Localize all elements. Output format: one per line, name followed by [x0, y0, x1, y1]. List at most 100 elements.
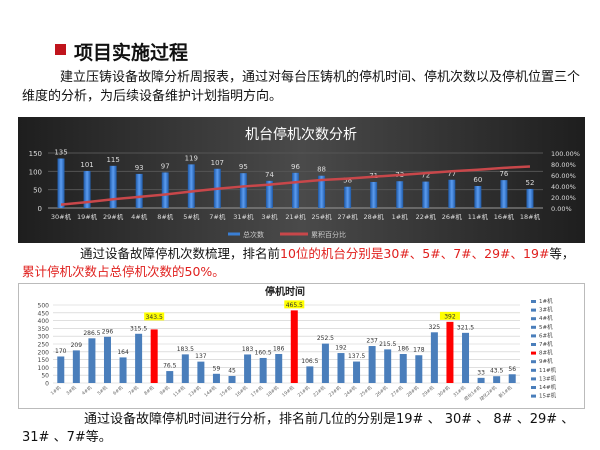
bar — [239, 173, 247, 208]
bar — [446, 321, 454, 383]
bar — [318, 175, 326, 208]
x-tick-label: 4#机 — [131, 212, 148, 221]
legend-label: 5#机 — [539, 323, 553, 331]
bar — [474, 186, 482, 208]
legend-swatch — [531, 325, 536, 329]
bar — [150, 329, 158, 383]
bar — [244, 354, 252, 383]
data-label: 96 — [291, 163, 300, 171]
page-title: 项目实施过程 — [74, 42, 189, 64]
x-tick-label: 30#机 — [51, 212, 72, 221]
y-tick-label: 300 — [38, 334, 50, 341]
legend-swatch — [531, 334, 536, 338]
data-label-highlight — [144, 312, 165, 321]
bar — [396, 181, 404, 208]
bar — [337, 353, 345, 383]
legend-swatch — [531, 386, 536, 389]
data-label: 33 — [477, 369, 485, 376]
x-tick-label: 29#机 — [103, 212, 124, 221]
data-label: 56 — [508, 366, 516, 373]
legend-label: 8#机 — [539, 349, 553, 357]
x-tick-label: 7#机 — [209, 212, 226, 221]
bar — [477, 377, 485, 383]
data-label: 321.5 — [457, 324, 474, 331]
data-label: 170 — [55, 348, 67, 355]
legend-swatch — [531, 377, 536, 381]
data-label: 58 — [343, 177, 352, 185]
data-label: 315.5 — [130, 325, 147, 332]
heading-bullet — [55, 44, 66, 55]
bar — [448, 179, 456, 208]
data-label: 95 — [239, 163, 248, 171]
x-tick-label: 22#机 — [416, 212, 437, 221]
data-label: 215.5 — [379, 341, 396, 348]
bar — [353, 361, 361, 383]
data-label: 325 — [429, 324, 441, 331]
bar — [430, 332, 438, 383]
bar — [508, 374, 516, 383]
duration-summary-paragraph: 通过设备故障停机时间进行分析，排名前几位的分别是19# 、 30# 、 8# 、… — [22, 412, 575, 445]
bar — [321, 343, 329, 383]
y-tick-label: 50 — [33, 187, 42, 195]
bar — [259, 357, 267, 383]
data-label: 209 — [71, 342, 83, 349]
data-label: 160.5 — [255, 349, 272, 356]
x-tick-label: 16#机 — [494, 212, 515, 221]
bar — [370, 181, 378, 208]
p2-a: 通过设备故障停机次数梳理，排名前 — [80, 246, 281, 261]
y-tick-label: 100 — [29, 168, 42, 176]
intro-paragraph: 建立压铸设备故障分析周报表，通过对每台压铸机的停机时间、停机次数以及停机位置三个… — [22, 70, 581, 104]
data-label: 164 — [117, 349, 129, 356]
data-label: 178 — [413, 347, 425, 354]
legend-label: 14#机 — [539, 383, 557, 391]
data-label: 465.5 — [286, 302, 303, 309]
bar — [399, 353, 407, 383]
bar — [462, 332, 470, 383]
data-label: 343.5 — [146, 314, 163, 321]
x-tick-label: 3#机 — [261, 212, 278, 221]
data-label: 88 — [317, 166, 326, 174]
x-tick-label: 27#机 — [337, 212, 358, 221]
legend-label: 4#机 — [539, 314, 553, 322]
count-summary-line-2: 累计停机次数占总停机次数的50%。 — [22, 264, 225, 279]
x-tick-label: 8#机 — [157, 212, 174, 221]
x-tick-label: 18#机 — [520, 212, 541, 221]
x-tick-label: 31#机 — [233, 212, 254, 221]
cumulative-line — [60, 165, 531, 206]
legend-swatch — [531, 343, 536, 346]
chart-title: 机台停机次数分析 — [245, 126, 357, 143]
x-tick-label: 19#机 — [77, 212, 98, 221]
y2-tick-label: 60.00% — [551, 172, 576, 180]
y-tick-label: 0 — [38, 205, 42, 213]
data-label: 59 — [213, 365, 221, 372]
data-label: 286.5 — [83, 330, 100, 337]
legend-swatch — [531, 368, 536, 372]
y-tick-label: 150 — [38, 357, 50, 364]
legend-swatch — [531, 308, 536, 312]
data-label: 76 — [499, 170, 508, 178]
data-label: 77 — [447, 170, 456, 178]
data-label: 137.5 — [348, 353, 365, 360]
data-label: 183.5 — [177, 346, 194, 353]
y2-tick-label: 80.00% — [551, 161, 576, 169]
downtime-count-chart: 机台停机次数分析 0 50 100 150 0.00% 20.00% 40.00% 60.00… — [18, 117, 585, 243]
p2-b: 10位的机台分别是30#、5#、7#、29#、19# — [280, 246, 550, 261]
y-tick-label: 200 — [38, 349, 50, 356]
data-label: 45 — [228, 367, 236, 374]
y-tick-label: 450 — [38, 310, 50, 317]
legend-label: 6#机 — [539, 331, 553, 339]
data-label: 60 — [473, 176, 482, 184]
legend-swatch — [531, 351, 536, 355]
x-tick-label: 25#机 — [311, 212, 332, 221]
bar — [109, 165, 117, 208]
bar — [197, 361, 205, 383]
data-label: 72 — [421, 172, 430, 180]
legend-label: 总次数 — [243, 230, 264, 239]
bar — [119, 357, 127, 383]
bar — [265, 180, 273, 208]
bar — [344, 186, 352, 208]
bar — [228, 375, 236, 383]
x-tick-label: 26#机 — [442, 212, 463, 221]
legend-label: 15#机 — [539, 392, 557, 400]
